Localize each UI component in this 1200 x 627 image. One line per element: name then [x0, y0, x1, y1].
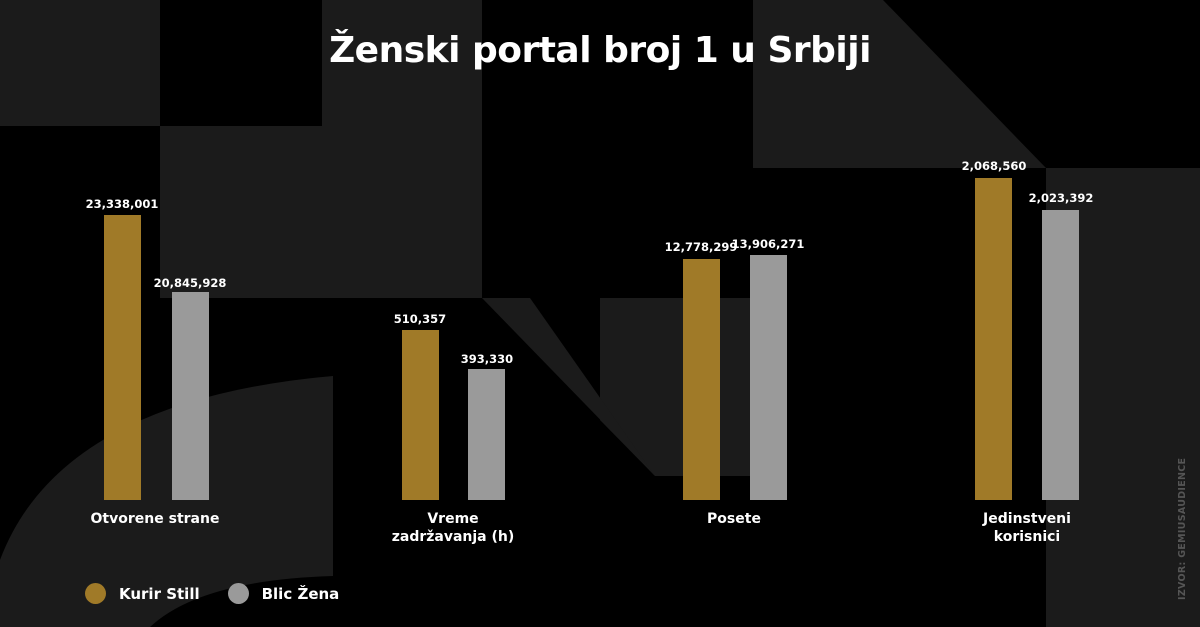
bg-shape — [753, 0, 883, 168]
bg-shape — [160, 126, 482, 298]
bar-kurir-vreme-zadrzavanja[interactable] — [402, 330, 439, 500]
category-label-otvorene-strane: Otvorene strane — [90, 511, 220, 527]
legend-swatch-circle-icon — [85, 583, 106, 604]
bg-shape — [0, 0, 160, 126]
bg-shape — [322, 0, 482, 126]
bar-kurir-otvorene-strane[interactable] — [104, 215, 141, 500]
bar-blic-posete[interactable] — [750, 255, 787, 500]
source-note: IZVOR: GEMIUSAUDIENCE — [1177, 457, 1188, 600]
bar-kurir-jedinstveni-korisnici[interactable] — [975, 178, 1012, 500]
value-label-blic-otvorene-strane: 20,845,928 — [153, 276, 227, 290]
bar-kurir-posete[interactable] — [683, 259, 720, 500]
bar-blic-vreme-zadrzavanja[interactable] — [468, 369, 505, 500]
category-label-posete: Posete — [707, 511, 761, 527]
legend-label: Kurir Still — [119, 584, 200, 603]
legend-label: Blic Žena — [261, 584, 340, 603]
bar-blic-otvorene-strane[interactable] — [172, 292, 209, 500]
value-label-kurir-vreme: 510,357 — [393, 312, 447, 326]
category-label-jedinstveni-korisnici: Jedinstveni korisnici — [983, 511, 1071, 545]
legend-item-blic-zena[interactable]: Blic Žena — [227, 583, 340, 604]
legend: Kurir Still Blic Žena — [85, 583, 367, 604]
value-label-blic-jedinstveni: 2,023,392 — [1028, 191, 1094, 205]
value-label-kurir-posete: 12,778,299 — [664, 240, 738, 254]
value-label-blic-vreme: 393,330 — [460, 352, 514, 366]
legend-swatch-circle-icon — [227, 583, 249, 604]
bar-blic-jedinstveni-korisnici[interactable] — [1042, 210, 1079, 500]
legend-item-kurir-still[interactable]: Kurir Still — [85, 583, 200, 604]
chart-title: Ženski portal broj 1 u Srbiji — [329, 30, 871, 71]
category-label-vreme-zadrzavanja: Vreme zadržavanja (h) — [391, 511, 515, 545]
value-label-kurir-otvorene-strane: 23,338,001 — [85, 197, 159, 211]
value-label-blic-posete: 13,906,271 — [731, 237, 805, 251]
value-label-kurir-jedinstveni: 2,068,560 — [961, 159, 1027, 173]
